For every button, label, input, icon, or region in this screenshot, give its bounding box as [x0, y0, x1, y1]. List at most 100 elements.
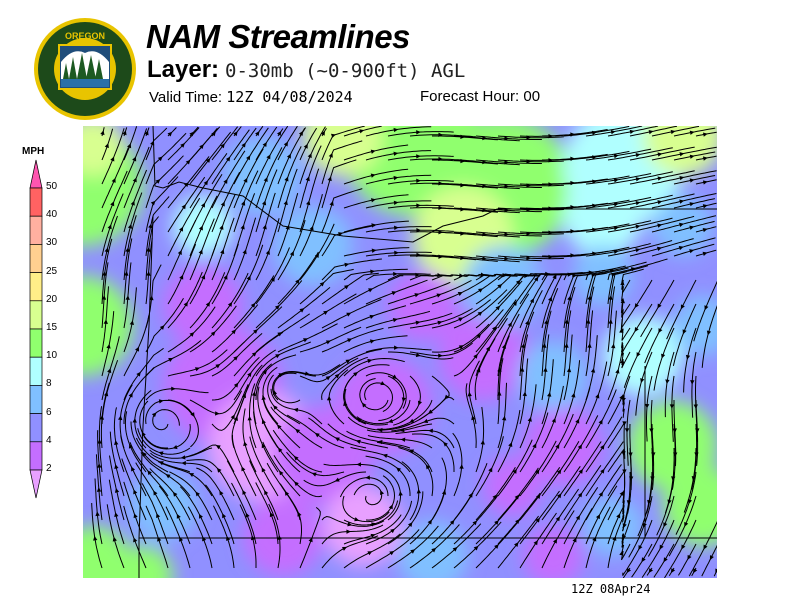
streamline-arrow	[392, 374, 398, 379]
streamline-arrow	[415, 272, 420, 278]
streamline	[497, 207, 564, 211]
streamline-arrow	[615, 368, 620, 374]
streamline-arrow	[114, 487, 120, 493]
streamline-arrow	[556, 469, 562, 475]
streamline	[519, 290, 543, 353]
streamline	[211, 129, 250, 185]
streamline-arrow	[519, 367, 525, 372]
streamline-arrow	[368, 288, 374, 293]
streamline	[563, 465, 602, 521]
streamline-arrow	[347, 522, 353, 527]
streamline	[123, 367, 155, 424]
streamline	[255, 341, 311, 377]
streamline	[255, 247, 290, 305]
streamline	[101, 286, 109, 353]
streamline-arrow	[133, 489, 138, 495]
streamline	[388, 351, 454, 360]
streamline-arrow	[253, 329, 258, 334]
streamline	[585, 441, 624, 497]
streamline	[666, 279, 697, 340]
streamline-arrow	[388, 418, 394, 423]
streamline-arrow	[702, 251, 708, 256]
streamline	[186, 459, 235, 497]
streamline-arrow	[626, 568, 632, 574]
streamline	[167, 306, 216, 353]
streamline	[653, 327, 675, 391]
streamline-arrow	[306, 200, 311, 206]
streamline	[651, 237, 716, 257]
streamline-arrow	[330, 133, 336, 138]
streamline-arrow	[127, 143, 132, 149]
streamline-arrow	[702, 227, 708, 233]
streamline	[379, 467, 401, 521]
streamline	[120, 435, 147, 497]
streamline	[497, 255, 564, 260]
streamline-arrow	[497, 283, 503, 289]
streamline-arrow	[184, 182, 189, 188]
streamline-arrow	[657, 176, 663, 181]
streamline-arrow	[100, 130, 105, 136]
streamline	[353, 483, 383, 506]
streamline-arrow	[211, 131, 216, 137]
speed-region	[83, 276, 133, 376]
streamline	[409, 279, 472, 305]
streamline-arrow	[613, 178, 619, 183]
streamline-arrow	[702, 132, 708, 137]
streamline	[541, 359, 554, 425]
streamline-arrow	[494, 520, 499, 525]
streamline	[94, 478, 103, 545]
streamline	[542, 178, 608, 185]
streamline	[432, 159, 498, 165]
streamline-arrow	[394, 345, 399, 350]
streamline-arrow	[367, 358, 373, 364]
streamline-arrow	[380, 490, 385, 496]
legend-tick: 10	[46, 350, 58, 362]
streamline	[541, 310, 552, 377]
streamline	[262, 366, 279, 425]
streamline	[123, 215, 137, 281]
streamline-arrow	[681, 544, 686, 550]
streamline	[607, 271, 627, 329]
streamline-arrow	[622, 523, 627, 529]
streamline	[453, 231, 520, 238]
streamline	[123, 505, 147, 569]
streamline	[267, 374, 301, 425]
streamline	[255, 126, 289, 185]
streamline	[541, 466, 581, 521]
streamline	[673, 198, 716, 209]
streamline-arrow	[110, 201, 115, 207]
forecast-hour-label: Forecast Hour:	[420, 88, 520, 105]
streamline-arrow	[283, 200, 288, 206]
streamline-arrow	[111, 177, 116, 183]
streamline	[249, 383, 257, 449]
streamline-arrow	[157, 156, 163, 162]
streamline-arrow	[640, 378, 645, 384]
streamline	[626, 399, 631, 466]
streamline	[519, 384, 537, 449]
streamline-arrow	[198, 249, 203, 255]
streamline	[262, 441, 301, 497]
streamline	[277, 219, 306, 281]
streamline-arrow	[159, 325, 165, 330]
valid-time: Valid Time: 12Z 04/08/2024	[149, 88, 353, 106]
streamline-arrow	[377, 427, 383, 433]
streamline-arrow	[311, 472, 317, 477]
streamline-arrow	[390, 528, 395, 534]
streamline-arrow	[380, 381, 386, 386]
streamline-arrow	[598, 491, 603, 497]
streamline-arrow	[635, 200, 641, 206]
streamline-arrow	[551, 417, 556, 423]
streamline-arrow	[157, 536, 162, 542]
streamline	[339, 477, 389, 498]
streamline-arrow	[438, 353, 443, 358]
streamline	[607, 286, 616, 353]
legend-unit: MPH	[22, 146, 45, 157]
streamline	[563, 508, 593, 569]
streamline	[497, 515, 539, 569]
streamline	[453, 494, 499, 545]
streamline	[701, 544, 717, 577]
streamline-arrow	[220, 201, 225, 207]
forecast-hour: Forecast Hour: 00	[420, 88, 540, 105]
streamline-arrow	[414, 293, 420, 298]
streamline-arrow	[704, 305, 709, 311]
